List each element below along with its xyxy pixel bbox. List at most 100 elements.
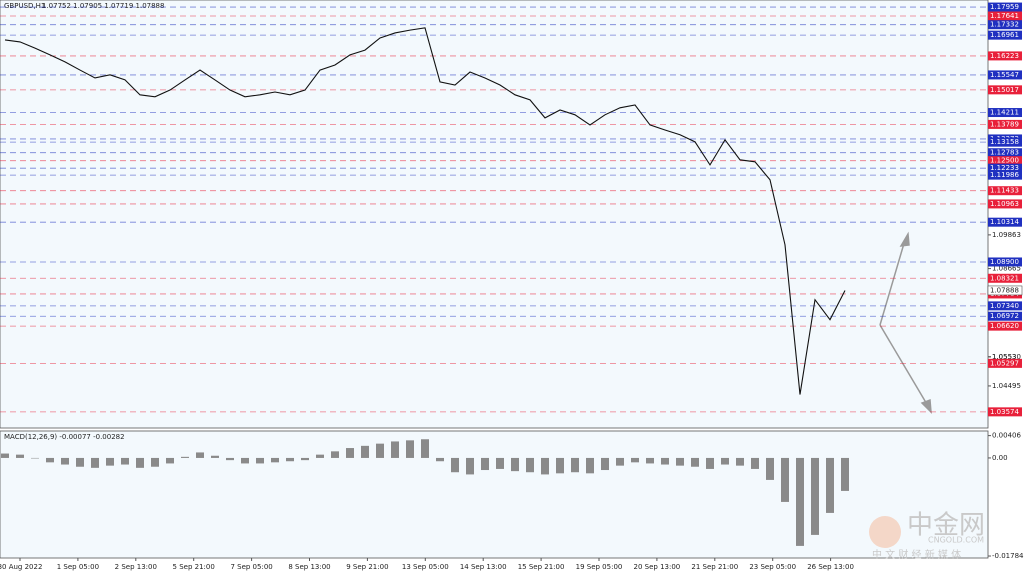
macd-bar — [511, 457, 519, 472]
macd-bar — [691, 457, 699, 467]
level-box — [988, 11, 1022, 21]
macd-bar — [796, 457, 804, 546]
macd-bar — [91, 457, 99, 468]
macd-bar — [751, 457, 759, 469]
macd-bar — [181, 456, 189, 458]
x-tick-label: 30 Aug 2022 — [0, 563, 42, 571]
macd-bar — [346, 448, 354, 458]
level-label: 1.14211 — [990, 109, 1019, 117]
macd-bar — [241, 457, 249, 464]
level-label: 1.16223 — [990, 52, 1019, 60]
level-label: 1.17332 — [990, 21, 1019, 29]
macd-bar — [421, 439, 429, 458]
level-label: 1.07340 — [990, 302, 1019, 310]
level-label: 1.08900 — [990, 258, 1019, 266]
level-box — [988, 137, 1022, 147]
macd-bar — [766, 457, 774, 480]
chart-title: GBPUSD,H1 — [4, 2, 45, 10]
y-tick-label: -0.01784 — [992, 552, 1024, 560]
last-price-label: 1.07888 — [990, 286, 1019, 294]
x-tick-label: 9 Sep 21:00 — [346, 563, 388, 571]
macd-bar — [211, 455, 219, 458]
level-label: 1.13158 — [990, 138, 1019, 146]
macd-bar — [541, 457, 549, 475]
x-tick-label: 2 Sep 13:00 — [115, 563, 157, 571]
level-label: 1.15547 — [990, 71, 1019, 79]
x-tick-label: 7 Sep 05:00 — [230, 563, 272, 571]
x-tick-label: 20 Sep 13:00 — [634, 563, 681, 571]
macd-bar — [736, 457, 744, 466]
level-box — [988, 85, 1022, 95]
macd-bar — [136, 457, 144, 468]
level-label: 1.12233 — [990, 164, 1019, 172]
macd-bar — [586, 457, 594, 474]
y-tick-label: 1.05530 — [992, 353, 1021, 361]
macd-bar — [526, 457, 534, 473]
macd-bar — [61, 457, 69, 465]
level-label: 1.06620 — [990, 322, 1019, 330]
x-tick-label: 13 Sep 05:00 — [402, 563, 449, 571]
macd-bar — [76, 457, 84, 467]
macd-bar — [121, 457, 129, 465]
macd-bar — [661, 457, 669, 465]
level-label: 1.15017 — [990, 86, 1019, 94]
macd-bar — [631, 457, 639, 463]
level-box — [988, 163, 1022, 173]
level-label: 1.05297 — [990, 359, 1019, 367]
level-box — [988, 311, 1022, 321]
y-tick-label: 1.04495 — [992, 382, 1021, 390]
level-label: 1.11986 — [990, 171, 1019, 179]
y-tick-label: 0.00 — [992, 454, 1008, 462]
level-box — [988, 301, 1022, 311]
level-label: 1.16961 — [990, 31, 1019, 39]
x-tick-label: 26 Sep 13:00 — [807, 563, 854, 571]
macd-bar — [46, 457, 54, 463]
level-label: 1.12783 — [990, 149, 1019, 157]
macd-bar — [331, 451, 339, 458]
macd-bar — [706, 457, 714, 469]
level-label: 1.17959 — [990, 3, 1019, 11]
x-tick-label: 21 Sep 21:00 — [691, 563, 738, 571]
level-label: 1.10963 — [990, 200, 1019, 208]
x-tick-label: 14 Sep 13:00 — [460, 563, 507, 571]
x-tick-label: 19 Sep 05:00 — [576, 563, 623, 571]
watermark-logo — [869, 516, 901, 548]
y-tick-label: 0.00406 — [992, 432, 1021, 440]
macd-bar — [436, 457, 444, 462]
watermark-tagline: 中 文 财 经 新 媒 体 — [872, 548, 961, 561]
macd-bar — [391, 441, 399, 458]
macd-bar — [646, 457, 654, 464]
x-tick-label: 15 Sep 21:00 — [518, 563, 565, 571]
projection-arrows — [879, 231, 932, 414]
macd-panel — [0, 430, 989, 559]
macd-bar — [316, 454, 324, 458]
level-box — [988, 119, 1022, 129]
level-label: 1.03574 — [990, 408, 1019, 416]
macd-bar — [811, 457, 819, 535]
level-label: 1.13789 — [990, 120, 1019, 128]
macd-bar — [571, 457, 579, 473]
macd-bar — [16, 454, 24, 458]
level-box — [988, 273, 1022, 283]
price-panel — [0, 0, 989, 429]
macd-bar — [151, 457, 159, 467]
level-box — [988, 257, 1022, 267]
macd-bar — [826, 457, 834, 513]
level-label: 1.10314 — [990, 218, 1019, 226]
x-tick-label: 8 Sep 13:00 — [288, 563, 330, 571]
chart-subtitle: 1.07752 1.07905 1.07719 1.07888 — [42, 2, 164, 10]
macd-bar — [166, 457, 174, 464]
macd-bar — [721, 457, 729, 465]
y-tick-label: 1.08665 — [992, 265, 1021, 273]
x-tick-label: 1 Sep 05:00 — [57, 563, 99, 571]
level-box — [988, 217, 1022, 227]
level-box — [988, 148, 1022, 158]
level-box — [988, 2, 1022, 12]
level-box — [988, 321, 1022, 331]
level-box — [988, 170, 1022, 180]
watermark: 中金网 CNGOLD.COM 中 文 财 经 新 媒 体 — [869, 511, 985, 561]
macd-bar — [556, 457, 564, 474]
macd-bar — [781, 457, 789, 502]
level-label: 1.06972 — [990, 312, 1019, 320]
level-box — [988, 199, 1022, 209]
